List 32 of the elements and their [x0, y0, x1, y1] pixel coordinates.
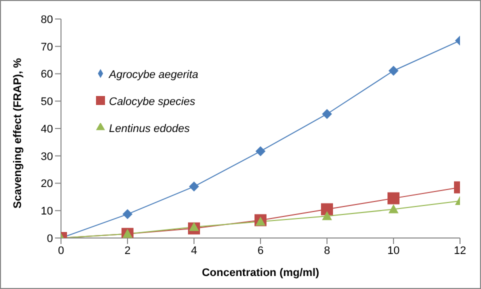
legend-label: Lentinus edodes	[109, 123, 190, 135]
point	[388, 66, 398, 76]
y-tick-label: 40	[40, 123, 53, 136]
x-tick-label: 8	[324, 244, 330, 257]
point	[388, 192, 400, 204]
point	[256, 216, 266, 226]
x-tick-label: 0	[58, 244, 64, 257]
point	[122, 209, 132, 220]
y-tick-label: 10	[40, 206, 53, 218]
y-tick-label: 20	[40, 178, 53, 190]
y-tick-label: 50	[40, 96, 53, 108]
point	[189, 182, 199, 192]
x-tick-label: 6	[257, 244, 264, 257]
y-tick-label: 80	[40, 14, 53, 26]
point	[256, 146, 266, 156]
x-tick-label: 10	[387, 244, 400, 257]
point	[189, 222, 199, 232]
point	[321, 203, 333, 216]
y-tick-label: 0	[46, 232, 53, 245]
point	[322, 211, 332, 220]
x-tick-label: 12	[454, 244, 466, 257]
y-tick-label: 30	[40, 150, 53, 163]
legend-label: Agrocybe aegerita	[109, 69, 198, 81]
y-axis-title: Scavenging effect (FRAP), %	[12, 58, 24, 208]
point	[388, 204, 398, 214]
x-tick-label: 4	[190, 244, 198, 257]
legend-label: Calocybe species	[109, 96, 196, 108]
x-tick-label: 2	[124, 244, 131, 257]
point	[322, 108, 332, 119]
y-tick-label: 60	[40, 68, 53, 81]
x-axis-title: Concentration (mg/ml)	[202, 267, 320, 279]
y-tick-label: 70	[40, 41, 53, 54]
